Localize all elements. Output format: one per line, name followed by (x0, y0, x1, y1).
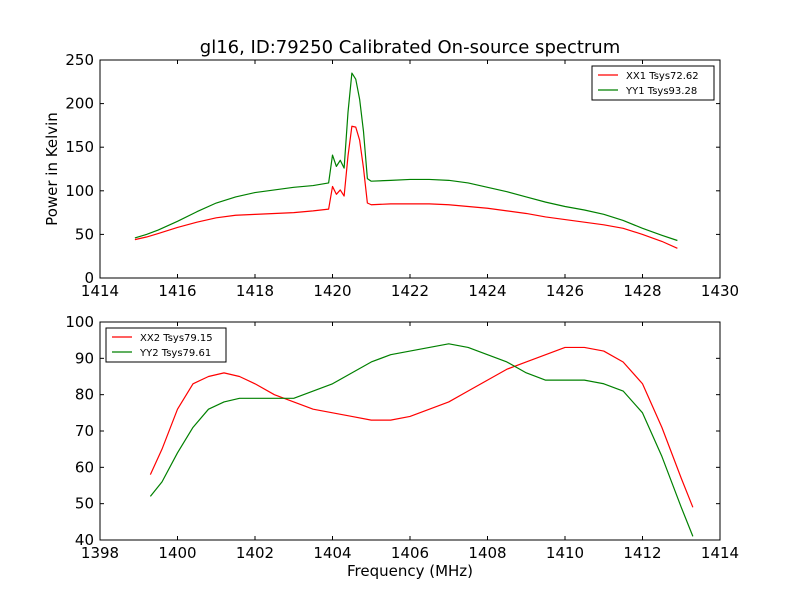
x-tick-label-1-1426: 1426 (546, 282, 584, 300)
x-axis-label-2: Frequency (MHz) (347, 562, 473, 580)
x-tick-label-2-1412: 1412 (623, 544, 661, 562)
chart-panel-1: 1414 1416 1418 1420 1422 1424 1426 1428 1430 0 50 1… (43, 51, 739, 300)
x-tick-label-1-1430: 1430 (701, 282, 739, 300)
y-tick-label-1-50: 50 (75, 225, 94, 243)
y-tick-label-1-200: 200 (65, 95, 94, 113)
y-tick-label-1-150: 150 (65, 138, 94, 156)
y-tick-label-2-70: 70 (75, 422, 94, 440)
series-line-yy1-tsys93-28 (134, 72, 678, 242)
y-tick-label-2-50: 50 (75, 495, 94, 513)
y-tick-label-2-90: 90 (75, 349, 94, 367)
y-tick-label-2-60: 60 (75, 458, 94, 476)
y-tick-label-1-0: 0 (84, 269, 94, 287)
legend-label-yy2-tsys79-61: YY2 Tsys79.61 (139, 348, 211, 359)
x-tick-label-1-1416: 1416 (158, 282, 196, 300)
x-tick-label-2-1406: 1406 (391, 544, 429, 562)
legend-label-yy1-tsys93-28: YY1 Tsys93.28 (625, 86, 697, 97)
y-tick-label-2-80: 80 (75, 386, 94, 404)
x-tick-label-1-1414: 1414 (81, 282, 119, 300)
x-tick-label-1-1418: 1418 (236, 282, 274, 300)
x-tick-label-2-1410: 1410 (546, 544, 584, 562)
x-tick-label-2-1408: 1408 (468, 544, 506, 562)
x-tick-label-1-1422: 1422 (391, 282, 429, 300)
y-tick-label-1-100: 100 (65, 182, 94, 200)
y-tick-label-1-250: 250 (65, 51, 94, 69)
x-tick-label-2-1414: 1414 (701, 544, 739, 562)
x-tick-label-1-1420: 1420 (313, 282, 351, 300)
x-tick-label-2-1402: 1402 (236, 544, 274, 562)
legend-1: XX1 Tsys72.62 YY1 Tsys93.28 (591, 65, 715, 101)
legend-label-xx2-tsys79-15: XX2 Tsys79.15 (140, 333, 213, 344)
x-tick-label-2-1404: 1404 (313, 544, 351, 562)
x-tick-label-2-1400: 1400 (158, 544, 196, 562)
legend-label-xx1-tsys72-62: XX1 Tsys72.62 (626, 71, 699, 82)
x-tick-label-2-1398: 1398 (81, 544, 119, 562)
figure-title: gl16, ID:79250 Calibrated On-source spec… (200, 37, 620, 58)
series-line-xx1-tsys72-62 (134, 125, 678, 249)
series-line-xx2-tsys79-15 (149, 346, 694, 508)
y-axis-label-1: Power in Kelvin (43, 112, 61, 226)
chart-panel-2: 1398 1400 1402 1404 1406 1408 1410 1412 1414 40 50… (65, 313, 739, 580)
y-tick-label-2-100: 100 (65, 313, 94, 331)
series-line-yy2-tsys79-61 (149, 343, 694, 537)
legend-box-1 (591, 65, 715, 101)
legend-2: XX2 Tsys79.15 YY2 Tsys79.61 (105, 327, 227, 363)
x-tick-label-1-1424: 1424 (468, 282, 506, 300)
y-tick-label-2-40: 40 (75, 531, 94, 549)
x-tick-label-1-1428: 1428 (623, 282, 661, 300)
legend-box-2 (105, 327, 227, 363)
